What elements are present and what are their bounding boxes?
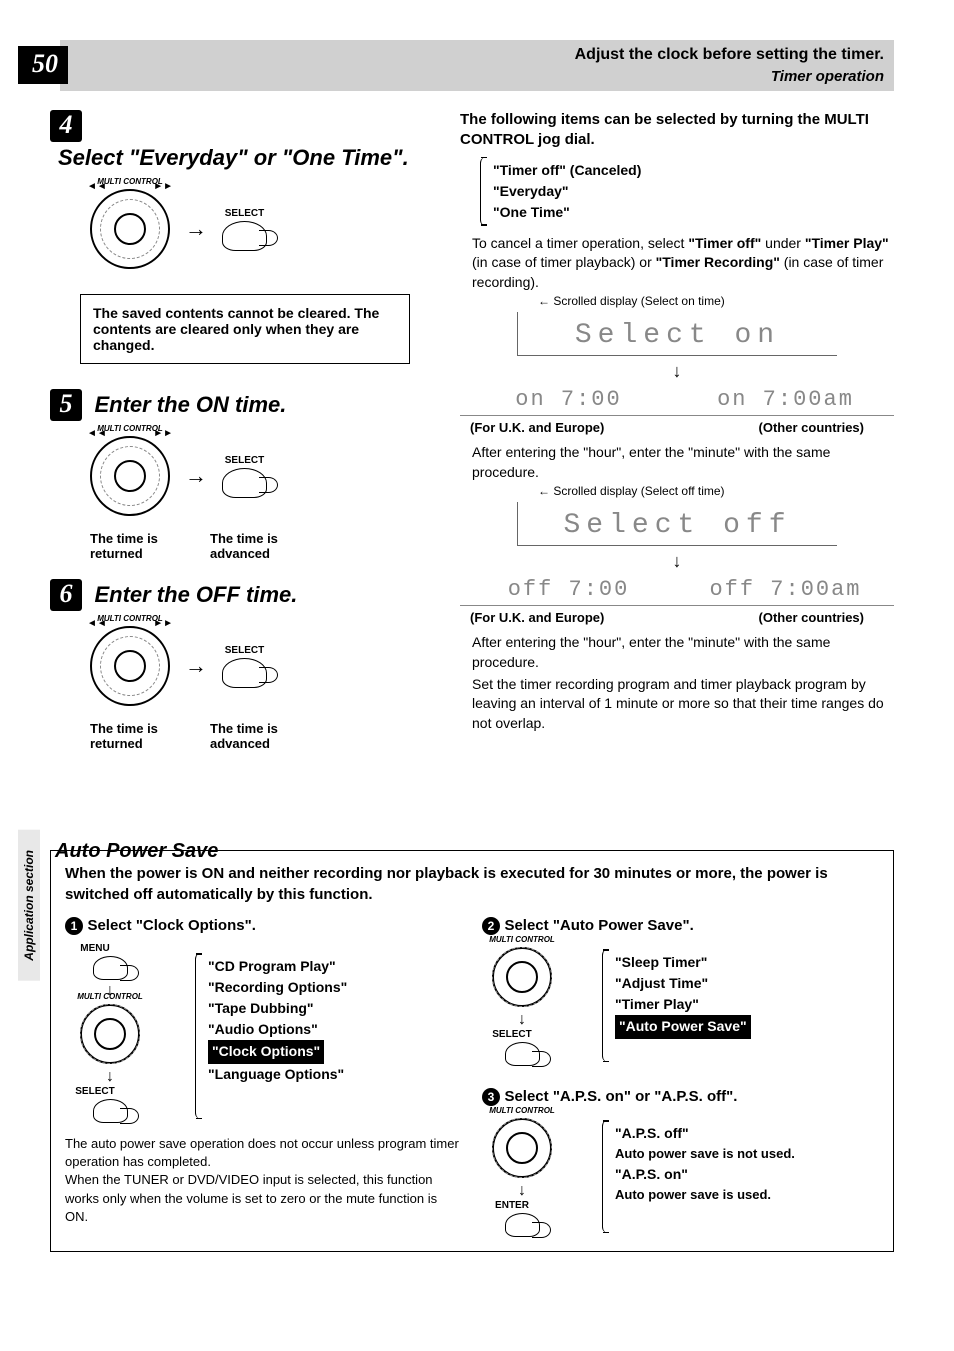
arrow-icon: → [185,463,207,489]
list-item: "Everyday" [493,181,894,202]
step-1-num: 1 [65,917,83,935]
step-3-num: 3 [482,1088,500,1106]
list-item: "Timer off" (Canceled) [493,160,894,181]
right-column: The following items can be selected by t… [460,110,894,769]
aps-step-1: 1 Select "Clock Options". MENU ↓ MULTI C… [65,917,462,1239]
step-4: 4 Select "Everyday" or "One Time". MULTI… [50,110,440,364]
step-5: 5 Enter the ON time. MULTI CONTROL ◄◄►► … [50,389,440,561]
select-button-icon: SELECT [222,455,267,498]
left-column: 4 Select "Everyday" or "One Time". MULTI… [50,110,440,769]
step-6-num: 6 [50,579,82,611]
step-6-controls: MULTI CONTROL ◄◄►► → SELECT [90,626,440,706]
step-2-title: Select "Auto Power Save". [504,917,693,934]
main-content: 4 Select "Everyday" or "One Time". MULTI… [50,110,894,769]
display-select-off: Scrolled display (Select off time) Selec… [460,502,894,733]
step-6: 6 Enter the OFF time. MULTI CONTROL ◄◄►►… [50,579,440,751]
arrow-icon: → [185,216,207,242]
arrow-icon: → [185,653,207,679]
step-6-title: Enter the OFF time. [94,579,297,611]
jog-dial-icon: MULTI CONTROL [80,1004,140,1064]
page-number: 50 [18,46,68,84]
step-5-title: Enter the ON time. [94,389,286,421]
header-subtitle: Timer operation [70,68,884,85]
step-3-title: Select "A.P.S. on" or "A.P.S. off". [504,1088,737,1105]
step-1-title: Select "Clock Options". [87,917,255,934]
jog-dial-icon: MULTI CONTROL [492,947,552,1007]
list-item: "One Time" [493,202,894,223]
step-4-title: Select "Everyday" or "One Time". [58,142,409,174]
step-4-note: The saved contents cannot be cleared. Th… [80,294,410,364]
step-5-controls: MULTI CONTROL ◄◄►► → SELECT [90,436,440,516]
jog-dial-icon: MULTI CONTROL [492,1118,552,1178]
jog-dial-icon: MULTI CONTROL ◄◄►► [90,189,170,269]
select-button-icon: SELECT [222,645,267,688]
step-6-time-labels: The time is returned The time is advance… [90,721,440,751]
right-intro: The following items can be selected by t… [460,110,894,151]
aps-step-2-3: 2 Select "Auto Power Save". MULTI CONTRO… [482,917,879,1239]
aps-intro: When the power is ON and neither recordi… [65,863,879,905]
timer-options-list: "Timer off" (Canceled) "Everyday" "One T… [480,157,894,226]
sidebar-tab: Application section [18,830,40,981]
header-title: Adjust the clock before setting the time… [70,46,884,64]
step-4-controls: MULTI CONTROL ◄◄►► → SELECT [90,189,440,269]
step-5-num: 5 [50,389,82,421]
cancel-text: To cancel a timer operation, select "Tim… [472,234,894,293]
step-2-num: 2 [482,917,500,935]
select-button-icon: SELECT [222,208,267,251]
step-4-num: 4 [50,110,82,142]
aps-note: The auto power save operation does not o… [65,1135,462,1226]
jog-dial-icon: MULTI CONTROL ◄◄►► [90,436,170,516]
header-band: Adjust the clock before setting the time… [60,40,894,91]
step-5-time-labels: The time is returned The time is advance… [90,531,440,561]
aps-box: When the power is ON and neither recordi… [50,850,894,1252]
jog-dial-icon: MULTI CONTROL ◄◄►► [90,626,170,706]
display-select-on: Scrolled display (Select on time) Select… [460,312,894,482]
